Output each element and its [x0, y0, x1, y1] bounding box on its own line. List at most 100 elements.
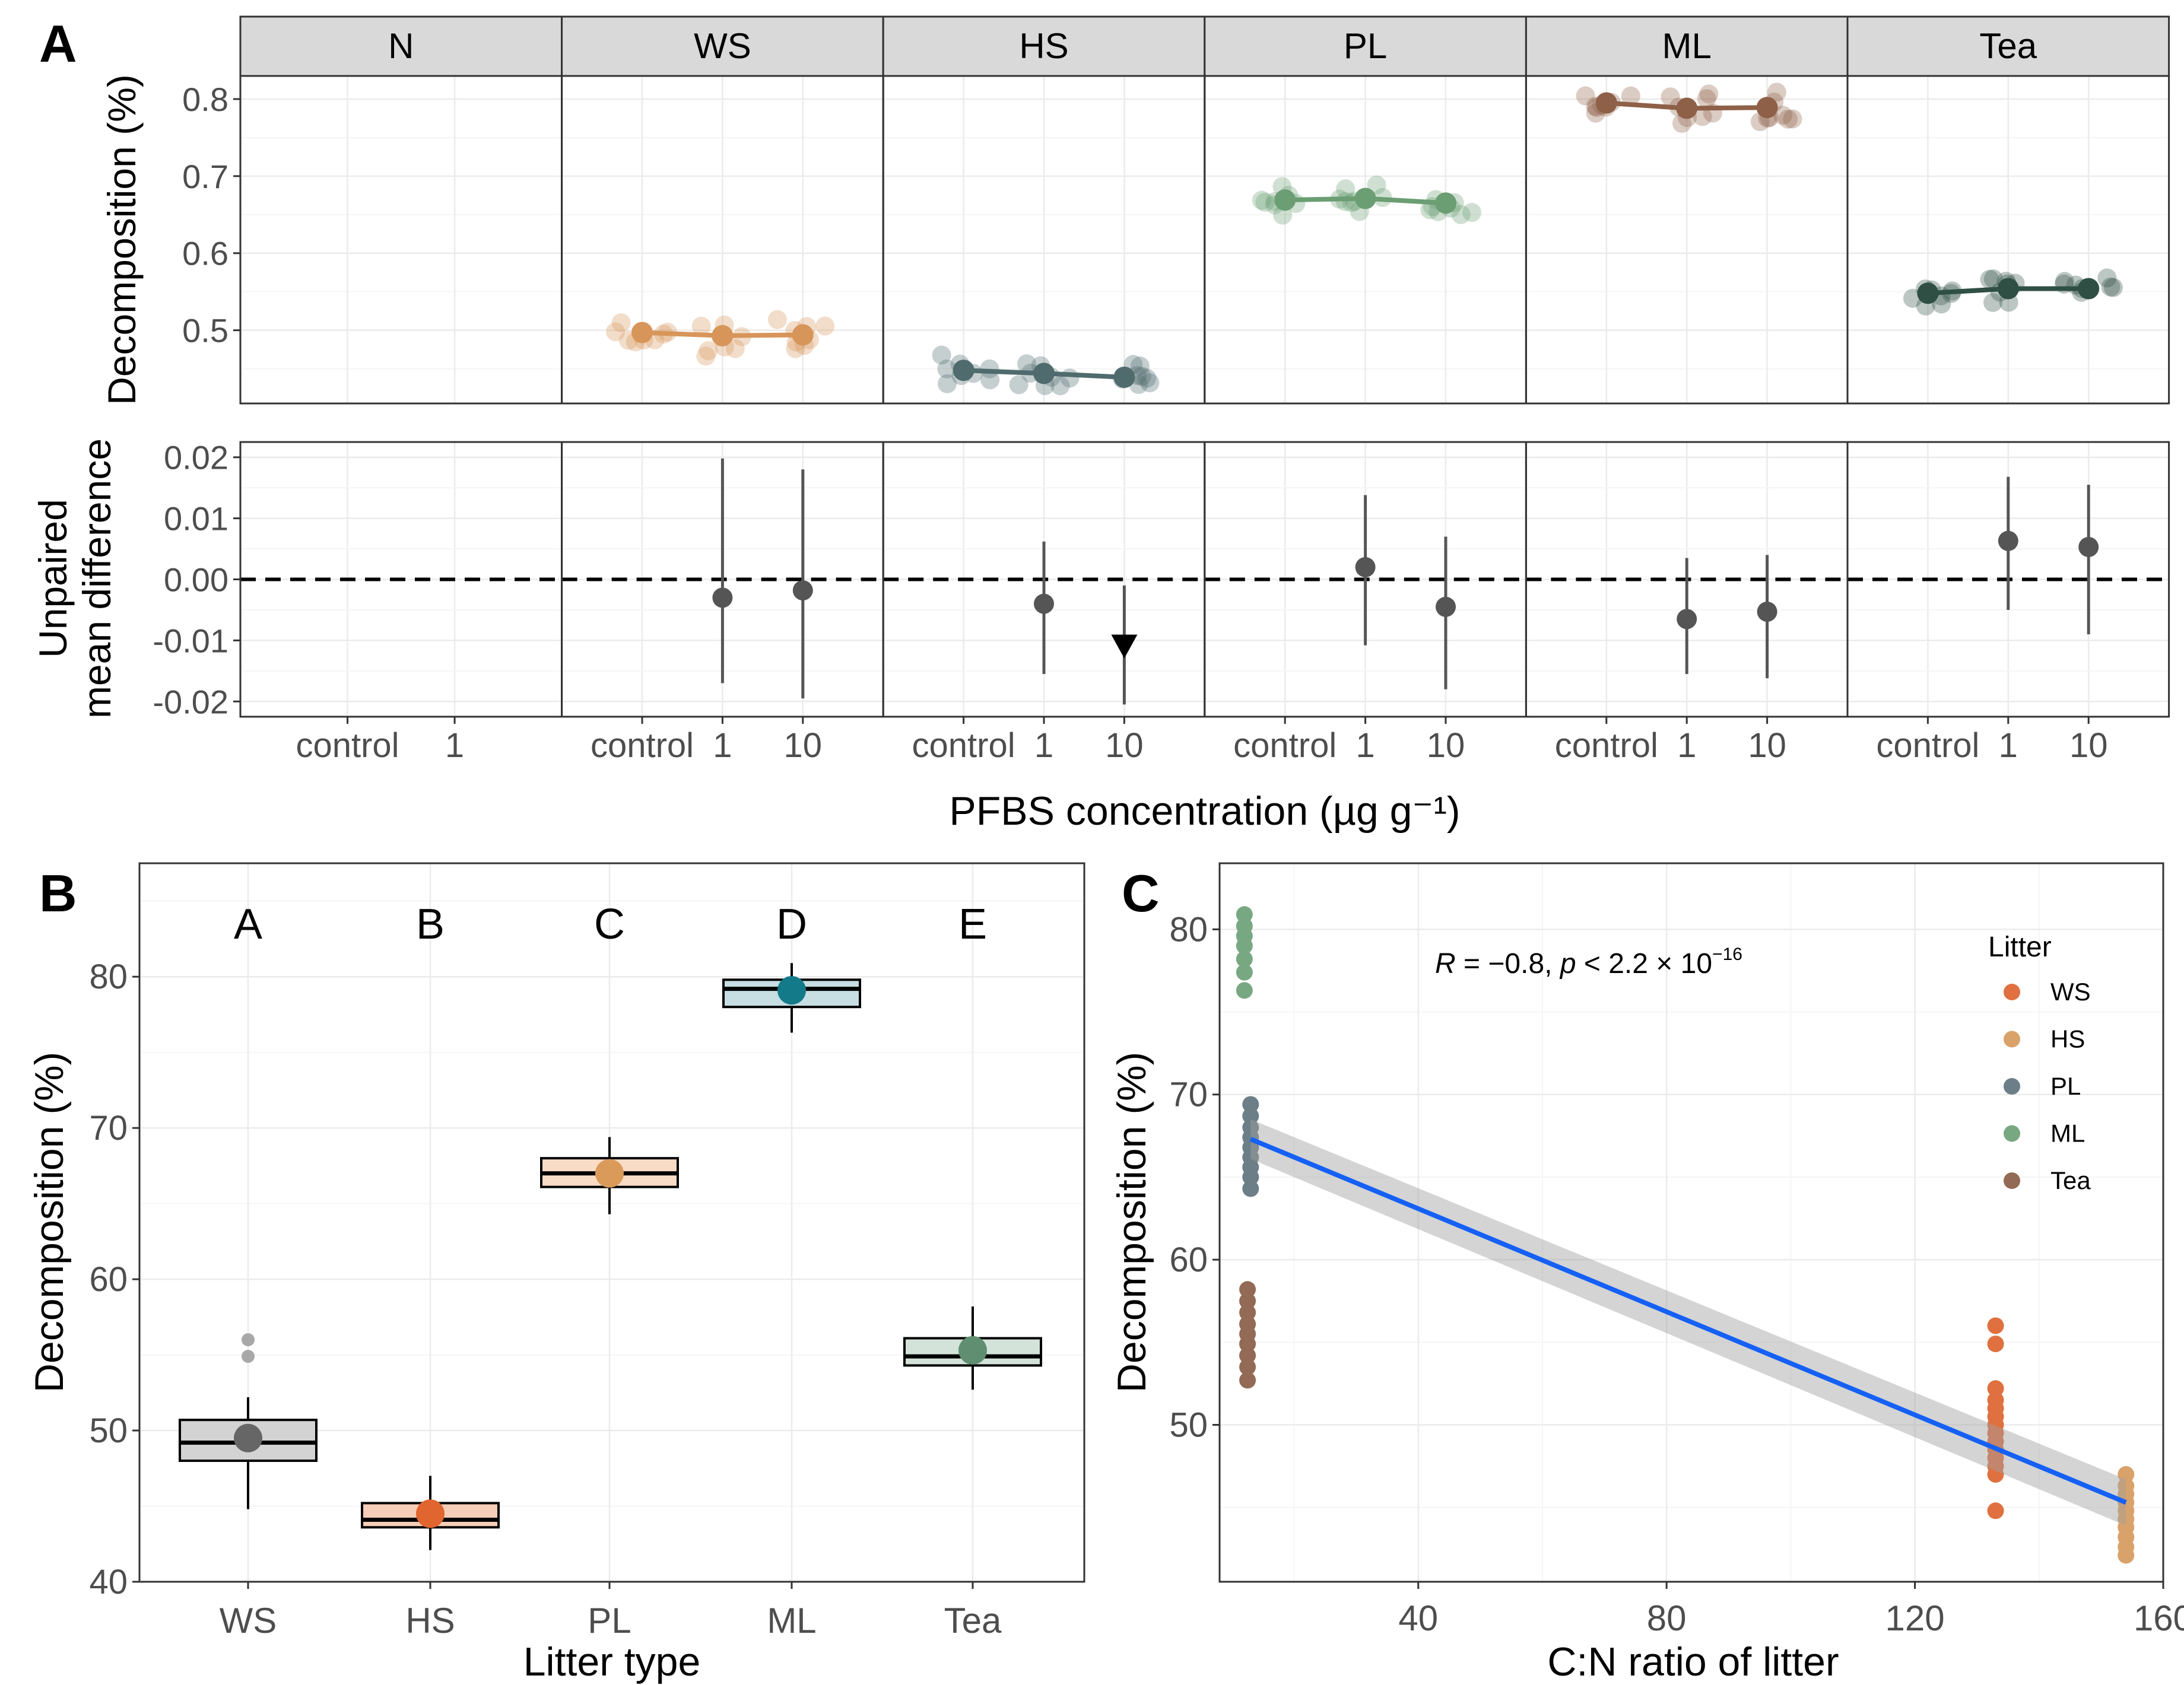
y-tick-label: 0.00 — [164, 561, 228, 599]
mean-point — [777, 976, 806, 1005]
replicate-point — [606, 322, 626, 342]
data-point — [1987, 1380, 2004, 1397]
replicate-point — [1462, 203, 1482, 222]
replicate-point — [1255, 192, 1275, 212]
replicate-point — [2101, 277, 2120, 297]
series-ws — [1987, 1317, 2004, 1519]
replicate-point — [980, 370, 1000, 390]
replicate-point — [1773, 106, 1792, 125]
plot-background — [139, 863, 1084, 1582]
y-tick-label: 0.6 — [182, 235, 228, 272]
replicate-point — [725, 339, 745, 358]
x-tick-label: 1 — [1999, 726, 2018, 765]
data-point — [1239, 1304, 1256, 1321]
replicate-point — [1983, 293, 2002, 312]
legend-label: PL — [2050, 1072, 2081, 1100]
r-value: = −0.8, — [1456, 948, 1560, 980]
data-point — [1236, 964, 1253, 981]
replicate-point — [1130, 356, 1150, 376]
p-exponent: −16 — [1712, 945, 1742, 964]
facet-ws: WS control 1 10 — [561, 15, 884, 765]
y-tick-label: 0.7 — [182, 158, 228, 195]
facet-strip-label: HS — [1019, 26, 1068, 66]
y-axis-title-top: Decomposition (%) — [100, 74, 144, 405]
replicate-point — [815, 316, 835, 336]
mean-point — [1435, 192, 1456, 214]
plot-border — [138, 862, 1085, 1583]
panel-label-b: B — [39, 864, 77, 923]
y-axis-title: Decomposition (%) — [27, 1052, 72, 1392]
mean-point — [416, 1499, 445, 1528]
data-point — [1987, 1502, 2004, 1519]
replicate-point — [932, 345, 951, 365]
y-axis-title: Decomposition (%) — [1109, 1052, 1154, 1392]
data-point — [1239, 1372, 1256, 1389]
replicate-point — [691, 316, 711, 336]
p-symbol: p — [1559, 948, 1576, 980]
replicate-point — [1140, 373, 1160, 393]
significance-letter: B — [416, 901, 445, 948]
data-point — [1239, 1347, 1256, 1364]
effect-point — [1998, 530, 2018, 551]
panel-b: B A WS B HS C PL D ML E Tea 40 50 60 70 80 Decomposition… — [27, 862, 1085, 1684]
replicate-point — [937, 359, 957, 379]
y-tick-label: 0.8 — [182, 81, 228, 118]
mean-point — [2078, 278, 2100, 300]
facet-strip — [1204, 15, 1527, 77]
facet-strip — [239, 15, 563, 77]
x-tick-label: 1 — [1677, 726, 1696, 765]
panel-c: C R = −0.8, p < 2.2 × 10−16 Litter WS HS PL ML… — [1109, 862, 2184, 1684]
y-tick-label: 80 — [89, 958, 128, 996]
data-point — [2118, 1477, 2135, 1495]
x-tick-label: 10 — [1105, 726, 1144, 765]
legend-label: Tea — [2050, 1166, 2091, 1194]
x-tick-label: ML — [767, 1601, 816, 1641]
facet-strip-label: WS — [694, 26, 751, 66]
mean-point — [1997, 278, 2019, 300]
mean-point — [1113, 366, 1135, 388]
x-tick-label: 10 — [784, 726, 823, 765]
legend-title: Litter — [1988, 931, 2052, 963]
replicate-point — [1009, 375, 1028, 395]
significance-letter: C — [594, 901, 625, 948]
facet-strip-label: PL — [1344, 26, 1387, 66]
significance-letter: D — [776, 901, 807, 948]
replicate-point — [1367, 175, 1386, 195]
effect-point — [792, 580, 813, 601]
replicate-point — [1132, 367, 1151, 386]
data-point — [1239, 1292, 1256, 1309]
facet-hs: HS control 1 10 — [882, 15, 1206, 765]
replicate-point — [1060, 368, 1080, 388]
legend-label: ML — [2050, 1120, 2085, 1147]
mean-point — [953, 360, 974, 381]
x-tick-label: Tea — [944, 1601, 1002, 1641]
facet-strip-label: N — [388, 26, 414, 66]
y-axis-title-bottom-line2: mean difference — [75, 438, 119, 718]
x-tick-label: PL — [588, 1601, 631, 1641]
facet-pl: PL control 1 10 — [1204, 15, 1527, 765]
y-tick-label: 80 — [1169, 910, 1208, 949]
mean-point — [595, 1159, 624, 1188]
effect-point — [712, 587, 733, 608]
x-tick-label: 1 — [1356, 726, 1374, 765]
x-tick-label: control — [1876, 726, 1979, 765]
x-tick-label: 160 — [2134, 1598, 2184, 1638]
y-tick-label: 50 — [1169, 1406, 1208, 1445]
data-point — [1987, 1391, 2004, 1409]
y-tick-label: 0.02 — [164, 439, 228, 476]
significance-letter: E — [958, 901, 987, 948]
replicate-point — [1050, 376, 1070, 396]
replicate-point — [699, 341, 718, 361]
series-hs — [2118, 1466, 2135, 1564]
replicate-point — [1980, 269, 1999, 289]
x-tick-label: 1 — [1034, 726, 1053, 765]
replicate-point — [937, 374, 957, 393]
effect-point — [1034, 593, 1054, 614]
panel-label-c: C — [1122, 864, 1160, 923]
data-point — [1239, 1359, 1256, 1376]
p-value: < 2.2 × 10 — [1576, 948, 1713, 980]
replicate-point — [2097, 268, 2117, 288]
data-point — [1236, 950, 1253, 968]
